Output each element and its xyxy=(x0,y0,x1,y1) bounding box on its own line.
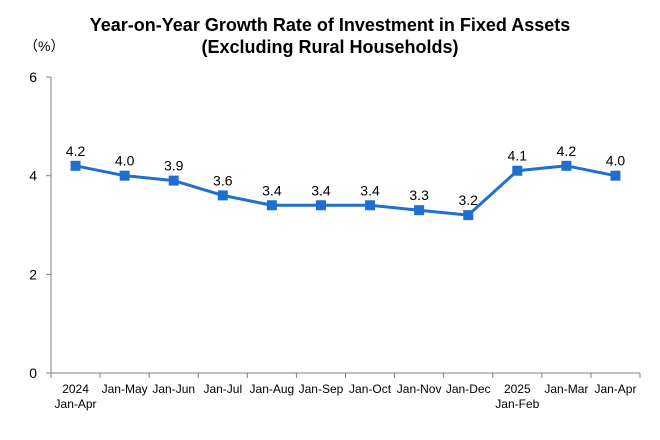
data-label: 3.2 xyxy=(458,192,478,208)
y-tick-label: 4 xyxy=(29,168,37,184)
data-label: 3.4 xyxy=(360,182,380,198)
data-point-marker xyxy=(217,190,228,201)
x-tick-label: Jan-May xyxy=(102,382,148,396)
x-tick-label: 2025 Jan-Feb xyxy=(495,382,539,411)
chart-subtitle: (Excluding Rural Households) xyxy=(201,37,459,57)
x-tick-label: Jan-Nov xyxy=(397,382,442,396)
data-label: 4.2 xyxy=(66,143,86,159)
data-label: 3.4 xyxy=(262,182,282,198)
x-tick-label: 2024 Jan-Apr xyxy=(55,382,97,411)
data-label: 3.9 xyxy=(164,158,184,174)
data-point-marker xyxy=(70,160,81,171)
y-tick-label: 2 xyxy=(29,266,37,282)
data-point-marker xyxy=(463,210,474,221)
data-point-marker xyxy=(414,205,425,216)
chart-title: Year-on-Year Growth Rate of Investment i… xyxy=(0,14,660,58)
data-point-marker xyxy=(315,200,326,211)
y-tick-label: 6 xyxy=(29,69,37,85)
x-tick-label: Jan-Aug xyxy=(250,382,295,396)
data-label: 4.0 xyxy=(115,153,135,169)
x-tick-label: Jan-Mar xyxy=(544,382,588,396)
data-point-marker xyxy=(610,170,621,181)
x-tick-label: Jan-Apr xyxy=(594,382,636,396)
data-point-marker xyxy=(561,160,572,171)
data-label: 3.3 xyxy=(409,187,429,203)
data-label: 4.0 xyxy=(606,153,626,169)
data-label: 4.1 xyxy=(508,148,528,164)
data-point-marker xyxy=(119,170,130,181)
chart-title-line1: Year-on-Year Growth Rate of Investment i… xyxy=(89,15,571,35)
data-label: 3.6 xyxy=(213,172,233,188)
data-point-marker xyxy=(365,200,376,211)
y-axis-unit-label: （%） xyxy=(24,38,65,54)
x-tick-label: Jan-Dec xyxy=(446,382,491,396)
data-label: 3.4 xyxy=(311,182,331,198)
x-tick-label: Jan-Jun xyxy=(152,382,195,396)
data-point-marker xyxy=(512,165,523,176)
x-tick-label: Jan-Jul xyxy=(203,382,242,396)
x-tick-label: Jan-Sep xyxy=(299,382,344,396)
data-point-marker xyxy=(266,200,277,211)
y-tick-label: 0 xyxy=(29,365,37,381)
data-point-marker xyxy=(168,175,179,186)
series-line xyxy=(75,164,616,217)
x-tick-label: Jan-Oct xyxy=(349,382,392,396)
data-label: 4.2 xyxy=(557,143,577,159)
